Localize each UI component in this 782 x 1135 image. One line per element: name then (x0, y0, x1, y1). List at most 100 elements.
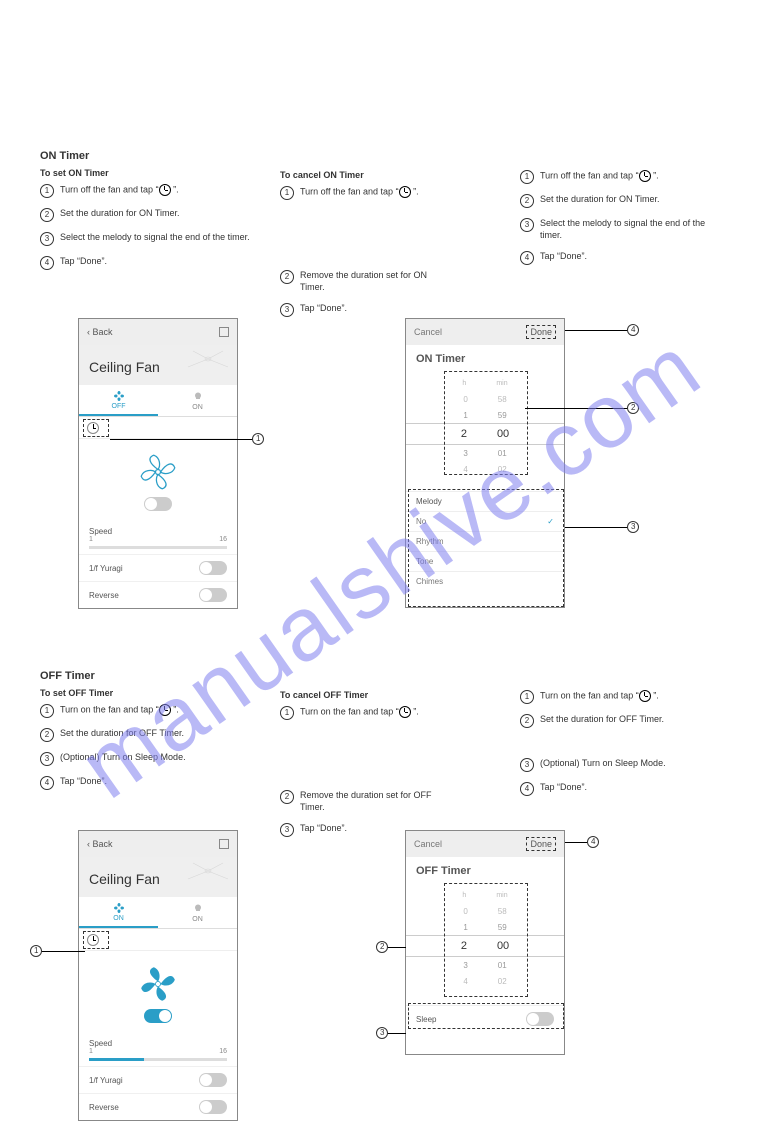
cancel-button[interactable]: Cancel (414, 327, 442, 337)
timer-access-row[interactable] (79, 929, 237, 951)
step-text: Tap “Done”. (540, 782, 720, 794)
reverse-row: Reverse (79, 581, 237, 608)
section-off-timer-set: OFF Timer To set OFF Timer 1Turn on the … (40, 670, 250, 790)
fan-icon (113, 390, 125, 402)
done-button[interactable]: Done (526, 325, 556, 339)
step-text: Set the duration for OFF Timer. (60, 728, 250, 740)
tab-off-label: OFF (112, 403, 126, 410)
step-text: Turn off the fan and tap “ ”. (540, 170, 720, 182)
back-button[interactable]: ‹ Back (87, 327, 113, 337)
yuragi-label: 1/f Yuragi (89, 564, 123, 573)
step-num: 2 (520, 714, 534, 728)
step-num: 4 (40, 776, 54, 790)
step-text: Tap “Done”. (60, 776, 250, 788)
step-text: Remove the duration set for OFF Timer. (300, 790, 450, 813)
leader-circle-4: 4 (587, 836, 599, 848)
speed-control[interactable]: Speed 116 (79, 1033, 237, 1066)
step-num: 1 (520, 170, 534, 184)
schedule-icon[interactable] (219, 839, 229, 849)
step-num: 3 (280, 823, 294, 837)
step-text: Set the duration for ON Timer. (60, 208, 250, 220)
speed-label: Speed (89, 527, 227, 536)
done-button[interactable]: Done (526, 837, 556, 851)
tab-off[interactable]: OFF (79, 385, 158, 416)
leader-circle-3: 3 (627, 521, 639, 533)
sleep-toggle[interactable] (526, 1012, 554, 1026)
leader-line (386, 1033, 406, 1034)
schedule-icon[interactable] (219, 327, 229, 337)
step-num: 2 (40, 728, 54, 742)
tab-on[interactable]: ON (158, 897, 237, 928)
step-num: 1 (520, 690, 534, 704)
reverse-toggle[interactable] (199, 1100, 227, 1114)
step-text: Turn off the fan and tap “ ”. (60, 184, 250, 196)
section-title-on: ON Timer (40, 150, 250, 162)
yuragi-label: 1/f Yuragi (89, 1076, 123, 1085)
power-toggle[interactable] (144, 1009, 172, 1023)
wheel-highlight (444, 883, 528, 997)
tab-off[interactable]: ON (79, 897, 158, 928)
leader-circle-1: 1 (30, 945, 42, 957)
bulb-icon (192, 391, 204, 403)
fan-illustration (137, 963, 179, 1005)
speed-control[interactable]: Speed 1 16 (79, 521, 237, 554)
step-num: 2 (280, 270, 294, 284)
step-num: 2 (40, 208, 54, 222)
step-num: 2 (520, 194, 534, 208)
fan-icon (113, 902, 125, 914)
speed-max: 16 (219, 1048, 227, 1055)
power-toggle[interactable] (144, 497, 172, 511)
yuragi-row: 1/f Yuragi (79, 554, 237, 581)
leader-line (565, 330, 630, 331)
clock-icon (159, 184, 171, 196)
phone-off-timer: Cancel Done OFF Timer hmin 058 159 200 3… (405, 830, 565, 1055)
speed-label: Speed (89, 1039, 227, 1048)
section-on-timer-set: ON Timer To set ON Timer 1Turn off the f… (40, 150, 250, 270)
reverse-label: Reverse (89, 1103, 119, 1112)
step-num: 4 (520, 782, 534, 796)
step-text: Turn off the fan and tap “ ”. (300, 186, 450, 198)
step-text: (Optional) Turn on Sleep Mode. (60, 752, 250, 764)
step-text: Tap “Done”. (300, 303, 450, 315)
leader-circle-4: 4 (627, 324, 639, 336)
step-text: Select the melody to signal the end of t… (60, 232, 250, 244)
subhead-set-off: To set OFF Timer (40, 688, 250, 698)
step-num: 1 (280, 706, 294, 720)
ceiling-fan-sketch (183, 859, 233, 889)
leader-line (110, 439, 255, 440)
yuragi-row: 1/f Yuragi (79, 1066, 237, 1093)
step-num: 1 (280, 186, 294, 200)
mode-tabs: ON ON (79, 897, 237, 929)
tab-on-label: ON (192, 404, 203, 411)
tab-on[interactable]: ON (158, 385, 237, 416)
cancel-button[interactable]: Cancel (414, 839, 442, 849)
mode-tabs: OFF ON (79, 385, 237, 417)
step-text: (Optional) Turn on Sleep Mode. (540, 758, 720, 770)
yuragi-toggle[interactable] (199, 1073, 227, 1087)
yuragi-toggle[interactable] (199, 561, 227, 575)
speed-max: 16 (219, 536, 227, 543)
reverse-row: Reverse (79, 1093, 237, 1120)
leader-line (525, 408, 630, 409)
clock-icon (159, 704, 171, 716)
back-button[interactable]: ‹ Back (87, 839, 113, 849)
clock-icon (639, 170, 651, 182)
timer-access-row[interactable] (79, 417, 237, 439)
reverse-toggle[interactable] (199, 588, 227, 602)
speed-min: 1 (89, 536, 93, 543)
step-text: Set the duration for OFF Timer. (540, 714, 720, 726)
step-text: Tap “Done”. (60, 256, 250, 268)
step-num: 3 (40, 232, 54, 246)
leader-line (565, 527, 630, 528)
highlight-dash (83, 931, 109, 949)
section-on-timer-right: 1 Turn off the fan and tap “ ”. 2 Set the … (520, 170, 720, 265)
phone-on-timer: Cancel Done ON Timer hmin 058 159 200 30… (405, 318, 565, 608)
section-title-off: OFF Timer (40, 670, 250, 682)
bulb-icon (192, 903, 204, 915)
section-on-timer-cancel: To cancel ON Timer 1Turn off the fan and… (280, 170, 450, 317)
leader-circle-3: 3 (376, 1027, 388, 1039)
section-off-timer-cancel: To cancel OFF Timer 1Turn on the fan and… (280, 690, 450, 837)
leader-line (40, 951, 85, 952)
step-text: Set the duration for ON Timer. (540, 194, 720, 206)
step-num: 1 (40, 184, 54, 198)
